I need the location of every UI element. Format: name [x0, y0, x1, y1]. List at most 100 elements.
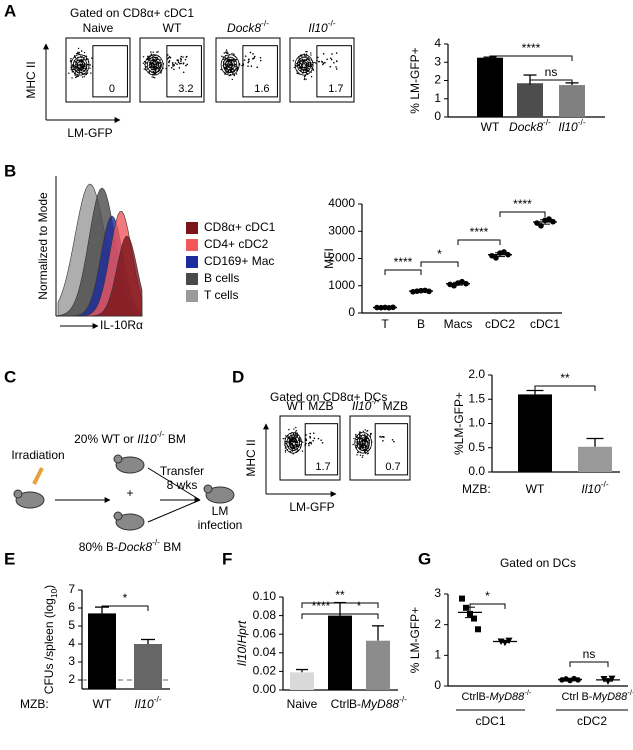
diagram-label: +	[126, 486, 133, 500]
category-title: MZB:	[462, 482, 491, 496]
histogram	[58, 236, 143, 317]
event-dot	[359, 454, 362, 456]
gate-value: 0.7	[385, 461, 400, 473]
legend-swatch	[186, 256, 198, 268]
event-dot	[367, 452, 369, 454]
event-dot	[184, 58, 187, 61]
event-dot	[154, 64, 156, 66]
point	[459, 595, 465, 602]
significance-label: *	[357, 599, 362, 613]
event-dot	[78, 72, 80, 75]
event-dot	[231, 58, 233, 60]
diagram-label: 8 wks	[167, 478, 198, 492]
event-dot	[180, 55, 183, 58]
event-dot	[295, 426, 297, 429]
x-tick-label: Ctrl	[461, 691, 478, 703]
event-dot	[70, 59, 72, 62]
bar	[578, 446, 612, 472]
event-dot	[224, 57, 227, 59]
bar	[518, 394, 552, 472]
event-dot	[310, 441, 312, 444]
event-dot	[233, 53, 235, 55]
axis-label: MHC II	[244, 439, 258, 476]
x-tick-label: Il10-/-	[558, 117, 585, 134]
event-dot	[329, 57, 332, 59]
event-dot	[248, 60, 250, 63]
y-tick-label: 3	[434, 586, 441, 600]
event-dot	[296, 449, 299, 451]
y-tick-label: 1	[434, 648, 441, 662]
significance-label: ****	[522, 41, 541, 55]
x-tick-label: B-MyD88-/-	[349, 694, 407, 711]
contour	[286, 434, 300, 451]
x-tick-label: B	[417, 317, 425, 331]
event-dot	[70, 58, 72, 60]
event-dot	[232, 59, 235, 61]
significance-label: **	[560, 371, 570, 385]
event-dot	[174, 62, 177, 64]
event-dot	[182, 56, 184, 58]
event-dot	[154, 70, 157, 72]
event-dot	[293, 436, 295, 438]
event-dot	[288, 428, 290, 431]
event-dot	[301, 58, 303, 60]
contour	[354, 432, 373, 454]
event-dot	[307, 442, 310, 445]
event-dot	[310, 52, 312, 54]
y-tick-label: 4000	[328, 196, 355, 210]
y-tick-label: 4	[68, 636, 75, 650]
legend-label: B cells	[204, 271, 239, 285]
event-dot	[79, 70, 81, 73]
event-dot	[231, 52, 233, 55]
contour	[225, 59, 235, 71]
y-tick-label: 2	[434, 73, 441, 87]
event-dot	[366, 430, 368, 432]
diagram	[13, 454, 235, 531]
event-dot	[295, 65, 298, 67]
contour	[75, 59, 85, 71]
event-dot	[313, 437, 316, 440]
bar	[366, 640, 390, 690]
event-dot	[234, 63, 237, 66]
plot-title: Il10-/- MZB	[352, 396, 408, 413]
event-dot	[68, 72, 70, 74]
gate	[374, 423, 409, 476]
event-dot	[380, 436, 383, 438]
event-dot	[221, 55, 223, 58]
event-dot	[74, 61, 76, 63]
event-dot	[173, 68, 175, 71]
y-tick-label: 0.08	[253, 608, 277, 622]
event-dot	[149, 59, 151, 62]
event-dot	[362, 430, 365, 432]
diagram-label: infection	[198, 518, 243, 532]
event-dot	[168, 56, 171, 58]
contour	[226, 61, 234, 69]
y-tick-label: 0	[434, 678, 441, 692]
event-dot	[310, 75, 313, 78]
event-dot	[305, 70, 307, 72]
x-tick-label: Il10-/-	[134, 694, 161, 711]
event-dot	[309, 435, 311, 438]
event-dot	[298, 437, 301, 439]
y-tick-label: 0.02	[253, 664, 277, 678]
panel-header: Gated on CD8α+ DCs	[270, 390, 387, 404]
event-dot	[77, 52, 79, 54]
event-dot	[305, 50, 307, 53]
event-dot	[243, 59, 246, 61]
significance-bracket	[469, 603, 506, 609]
event-dot	[146, 58, 149, 61]
event-dot	[231, 78, 234, 81]
point	[600, 675, 608, 683]
event-dot	[320, 439, 323, 441]
y-axis-label: Il10/Hprt	[235, 620, 249, 666]
event-dot	[309, 432, 312, 435]
bar	[559, 85, 585, 117]
event-dot	[83, 51, 86, 54]
plot-title: Naive	[83, 21, 114, 35]
event-dot	[299, 438, 301, 440]
event-dot	[292, 446, 295, 448]
contour	[76, 61, 84, 69]
event-dot	[355, 433, 357, 436]
event-dot	[329, 65, 332, 68]
event-dot	[294, 431, 297, 433]
